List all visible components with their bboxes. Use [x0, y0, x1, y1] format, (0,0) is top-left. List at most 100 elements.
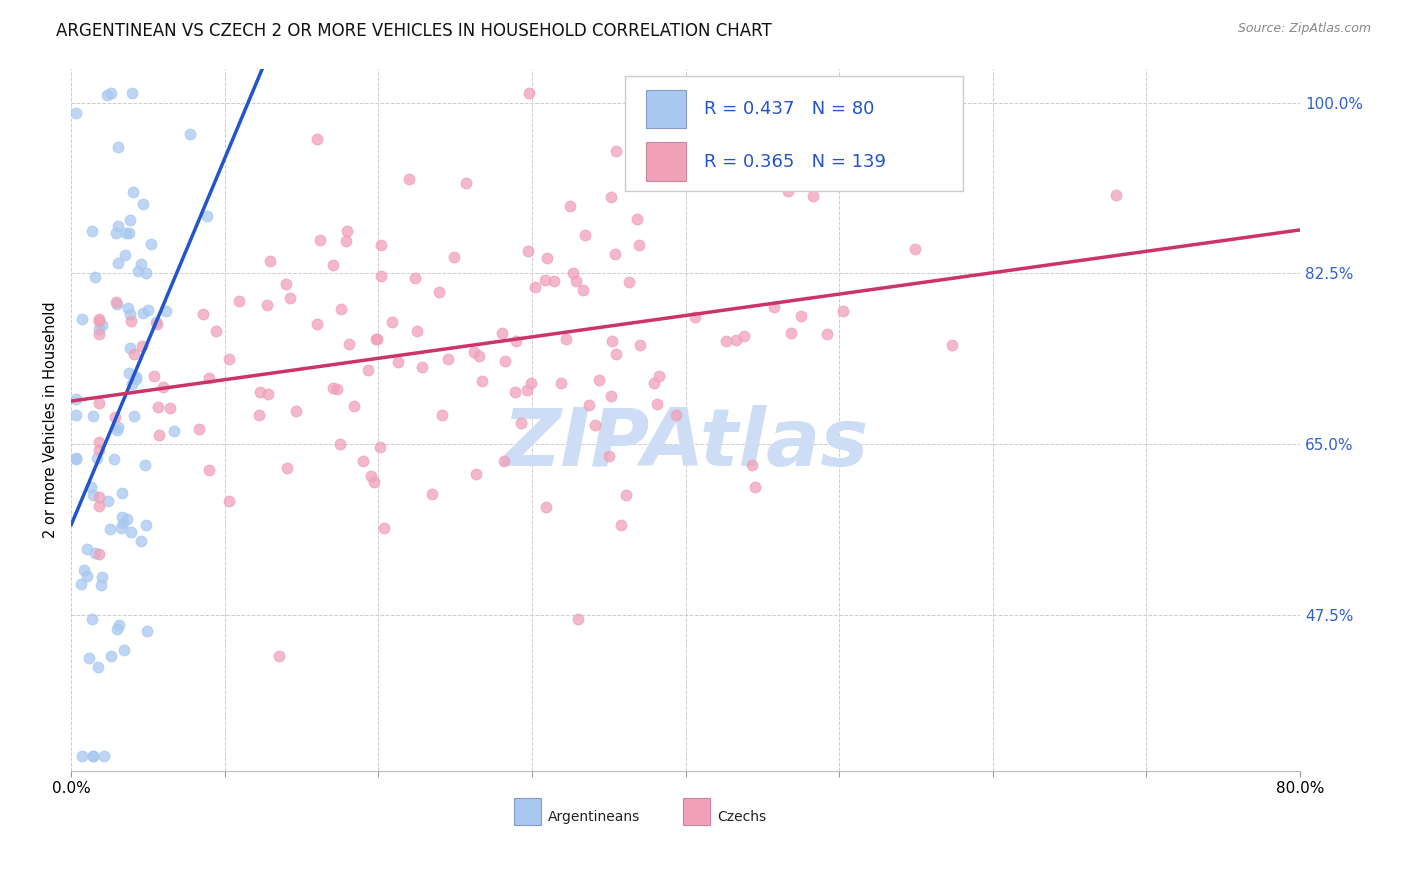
Y-axis label: 2 or more Vehicles in Household: 2 or more Vehicles in Household [44, 301, 58, 538]
Point [118, 226, 141, 240]
Point [360, 468, 382, 483]
Point [494, 453, 516, 467]
Point [117, 301, 139, 315]
Point [97, 494, 120, 508]
Point [430, 408, 453, 422]
Point [121, 86, 143, 100]
Point [583, 418, 606, 433]
Point [555, 332, 578, 346]
Point [87, 312, 110, 326]
Point [197, 371, 219, 385]
Point [65, 452, 87, 467]
Point [129, 257, 152, 271]
Point [605, 347, 627, 361]
Point [714, 334, 737, 348]
Point [91, 318, 114, 332]
Point [647, 397, 669, 411]
Point [599, 190, 621, 204]
Point [114, 248, 136, 262]
Point [614, 488, 637, 502]
Point [427, 285, 450, 299]
Point [100, 86, 122, 100]
Text: R = 0.437   N = 80: R = 0.437 N = 80 [704, 100, 875, 118]
Point [343, 399, 366, 413]
Point [104, 409, 127, 424]
Point [77, 651, 100, 665]
Point [495, 354, 517, 368]
Point [724, 333, 747, 347]
Point [100, 523, 122, 537]
Point [65, 451, 87, 466]
Point [565, 274, 588, 288]
Point [763, 300, 786, 314]
Point [436, 352, 458, 367]
Point [132, 197, 155, 211]
Point [515, 383, 537, 397]
Point [464, 467, 486, 481]
Point [152, 380, 174, 394]
Text: Argentineans: Argentineans [548, 810, 640, 824]
Point [82, 748, 104, 763]
Point [734, 329, 756, 343]
Point [648, 369, 671, 384]
Point [111, 485, 134, 500]
Point [107, 419, 129, 434]
Point [280, 292, 302, 306]
Point [779, 326, 801, 340]
Point [744, 480, 766, 494]
Point [107, 140, 129, 154]
Point [82, 488, 104, 502]
Point [249, 384, 271, 399]
Point [520, 376, 543, 390]
Point [72, 748, 94, 763]
Point [195, 209, 218, 223]
Point [107, 617, 129, 632]
Point [560, 199, 582, 213]
Point [1105, 187, 1128, 202]
Point [135, 266, 157, 280]
Point [307, 132, 329, 146]
Point [120, 524, 142, 539]
Point [118, 213, 141, 227]
Point [322, 258, 344, 272]
Point [139, 237, 162, 252]
Point [567, 612, 589, 626]
Point [463, 345, 485, 359]
Point [443, 250, 465, 264]
Point [105, 294, 128, 309]
Point [352, 454, 374, 468]
Point [626, 212, 648, 227]
Point [627, 237, 650, 252]
Point [110, 521, 132, 535]
Point [204, 324, 226, 338]
Point [904, 242, 927, 256]
Point [815, 327, 838, 342]
Point [89, 321, 111, 335]
Point [82, 409, 104, 423]
Point [125, 370, 148, 384]
Point [86, 450, 108, 465]
Point [105, 297, 128, 311]
Point [370, 441, 392, 455]
Point [87, 314, 110, 328]
Point [420, 487, 443, 501]
Point [645, 140, 668, 154]
Point [73, 563, 96, 577]
Point [121, 376, 143, 391]
Point [284, 404, 307, 418]
Point [136, 303, 159, 318]
Point [471, 374, 494, 388]
Point [619, 275, 641, 289]
Point [132, 305, 155, 319]
Point [510, 416, 533, 430]
Point [517, 86, 540, 100]
Point [524, 279, 547, 293]
Point [228, 293, 250, 308]
Point [536, 251, 558, 265]
Point [491, 326, 513, 340]
Point [256, 298, 278, 312]
Point [381, 315, 404, 329]
Point [387, 355, 409, 369]
Point [163, 424, 186, 438]
Point [598, 449, 620, 463]
